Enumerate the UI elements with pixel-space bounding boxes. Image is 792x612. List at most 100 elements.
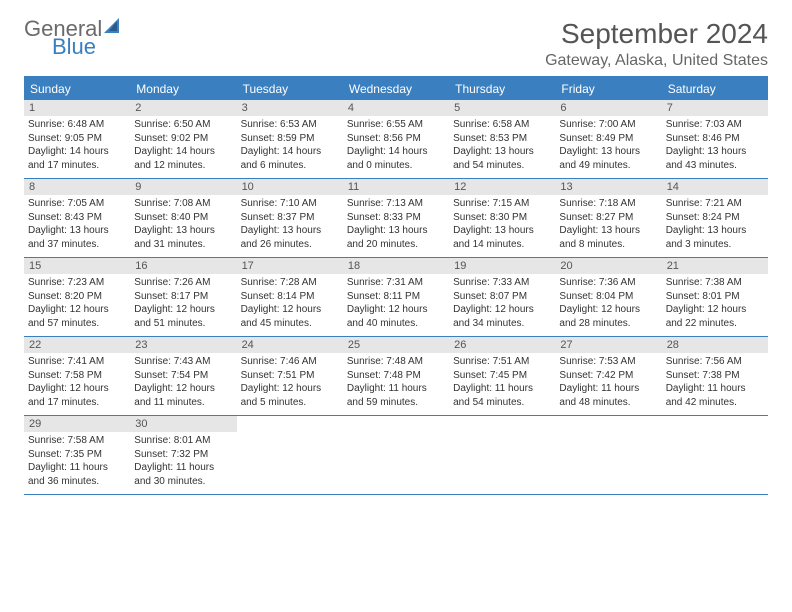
sunrise-line: Sunrise: 7:23 AM — [28, 276, 126, 290]
daylight-line: Daylight: 14 hours and 0 minutes. — [347, 145, 445, 172]
day-number: 18 — [343, 258, 449, 274]
week-row: 29Sunrise: 7:58 AMSunset: 7:35 PMDayligh… — [24, 416, 768, 495]
sunset-line: Sunset: 8:14 PM — [241, 290, 339, 304]
sunset-line: Sunset: 8:49 PM — [559, 132, 657, 146]
day-cell: 11Sunrise: 7:13 AMSunset: 8:33 PMDayligh… — [343, 179, 449, 257]
daylight-line: Daylight: 13 hours and 31 minutes. — [134, 224, 232, 251]
sunset-line: Sunset: 8:53 PM — [453, 132, 551, 146]
sunset-line: Sunset: 8:30 PM — [453, 211, 551, 225]
sunrise-line: Sunrise: 7:15 AM — [453, 197, 551, 211]
day-cell: 2Sunrise: 6:50 AMSunset: 9:02 PMDaylight… — [130, 100, 236, 178]
day-cell: 4Sunrise: 6:55 AMSunset: 8:56 PMDaylight… — [343, 100, 449, 178]
title-block: September 2024 Gateway, Alaska, United S… — [545, 18, 768, 70]
day-number: 15 — [24, 258, 130, 274]
sunrise-line: Sunrise: 6:48 AM — [28, 118, 126, 132]
sunset-line: Sunset: 9:05 PM — [28, 132, 126, 146]
sunset-line: Sunset: 8:07 PM — [453, 290, 551, 304]
day-body: Sunrise: 7:28 AMSunset: 8:14 PMDaylight:… — [237, 274, 343, 334]
day-cell: 3Sunrise: 6:53 AMSunset: 8:59 PMDaylight… — [237, 100, 343, 178]
day-number: 8 — [24, 179, 130, 195]
day-cell: 20Sunrise: 7:36 AMSunset: 8:04 PMDayligh… — [555, 258, 661, 336]
daylight-line: Daylight: 12 hours and 28 minutes. — [559, 303, 657, 330]
day-number: 4 — [343, 100, 449, 116]
day-body: Sunrise: 7:58 AMSunset: 7:35 PMDaylight:… — [24, 432, 130, 492]
sunset-line: Sunset: 8:17 PM — [134, 290, 232, 304]
day-cell: 30Sunrise: 8:01 AMSunset: 7:32 PMDayligh… — [130, 416, 236, 494]
sunset-line: Sunset: 7:38 PM — [666, 369, 764, 383]
day-cell: 10Sunrise: 7:10 AMSunset: 8:37 PMDayligh… — [237, 179, 343, 257]
day-body: Sunrise: 7:31 AMSunset: 8:11 PMDaylight:… — [343, 274, 449, 334]
day-number: 26 — [449, 337, 555, 353]
day-number: 1 — [24, 100, 130, 116]
logo: General Blue — [24, 18, 126, 58]
sunset-line: Sunset: 8:27 PM — [559, 211, 657, 225]
daylight-line: Daylight: 12 hours and 17 minutes. — [28, 382, 126, 409]
day-body: Sunrise: 6:50 AMSunset: 9:02 PMDaylight:… — [130, 116, 236, 176]
sunset-line: Sunset: 8:43 PM — [28, 211, 126, 225]
sunrise-line: Sunrise: 7:46 AM — [241, 355, 339, 369]
day-cell: 9Sunrise: 7:08 AMSunset: 8:40 PMDaylight… — [130, 179, 236, 257]
day-number: 5 — [449, 100, 555, 116]
day-cell: 24Sunrise: 7:46 AMSunset: 7:51 PMDayligh… — [237, 337, 343, 415]
weekday-header: Saturday — [662, 78, 768, 100]
daylight-line: Daylight: 11 hours and 48 minutes. — [559, 382, 657, 409]
day-number: 20 — [555, 258, 661, 274]
sunset-line: Sunset: 8:46 PM — [666, 132, 764, 146]
day-number: 17 — [237, 258, 343, 274]
daylight-line: Daylight: 13 hours and 8 minutes. — [559, 224, 657, 251]
sunrise-line: Sunrise: 7:28 AM — [241, 276, 339, 290]
day-number: 10 — [237, 179, 343, 195]
daylight-line: Daylight: 13 hours and 14 minutes. — [453, 224, 551, 251]
day-number: 22 — [24, 337, 130, 353]
day-number: 12 — [449, 179, 555, 195]
sunrise-line: Sunrise: 7:05 AM — [28, 197, 126, 211]
sunrise-line: Sunrise: 7:10 AM — [241, 197, 339, 211]
week-row: 8 Sunrise: 7:05 AMSunset: 8:43 PM Daylight… — [24, 179, 768, 258]
day-body: Sunrise: 7:10 AMSunset: 8:37 PMDaylight:… — [237, 195, 343, 255]
day-number: 14 — [662, 179, 768, 195]
day-body: Sunrise: 7:38 AMSunset: 8:01 PMDaylight:… — [662, 274, 768, 334]
sunset-line: Sunset: 8:59 PM — [241, 132, 339, 146]
daylight-line: Daylight: 13 hours and 3 minutes. — [666, 224, 764, 251]
day-cell: 14Sunrise: 7:21 AMSunset: 8:24 PMDayligh… — [662, 179, 768, 257]
day-cell: 13Sunrise: 7:18 AMSunset: 8:27 PMDayligh… — [555, 179, 661, 257]
day-number: 24 — [237, 337, 343, 353]
day-number: 11 — [343, 179, 449, 195]
sunset-line: Sunset: 7:54 PM — [134, 369, 232, 383]
day-body: Sunrise: 7:48 AMSunset: 7:48 PMDaylight:… — [343, 353, 449, 413]
sunrise-line: Sunrise: 7:43 AM — [134, 355, 232, 369]
daylight-line: Daylight: 13 hours and 43 minutes. — [666, 145, 764, 172]
weekday-header-row: SundayMondayTuesdayWednesdayThursdayFrid… — [24, 78, 768, 100]
sunrise-line: Sunrise: 7:18 AM — [559, 197, 657, 211]
day-body: Sunrise: 6:55 AMSunset: 8:56 PMDaylight:… — [343, 116, 449, 176]
day-number: 3 — [237, 100, 343, 116]
daylight-line: Daylight: 12 hours and 5 minutes. — [241, 382, 339, 409]
day-cell: 28Sunrise: 7:56 AMSunset: 7:38 PMDayligh… — [662, 337, 768, 415]
day-cell — [662, 416, 768, 494]
day-cell: 26Sunrise: 7:51 AMSunset: 7:45 PMDayligh… — [449, 337, 555, 415]
day-body: Sunrise: 7:15 AMSunset: 8:30 PMDaylight:… — [449, 195, 555, 255]
daylight-line: Daylight: 12 hours and 34 minutes. — [453, 303, 551, 330]
sunset-line: Sunset: 8:33 PM — [347, 211, 445, 225]
daylight-line: Daylight: 12 hours and 51 minutes. — [134, 303, 232, 330]
sunset-line: Sunset: 7:51 PM — [241, 369, 339, 383]
weekday-header: Tuesday — [237, 78, 343, 100]
day-number: 29 — [24, 416, 130, 432]
day-cell: 22Sunrise: 7:41 AMSunset: 7:58 PMDayligh… — [24, 337, 130, 415]
sunrise-line: Sunrise: 7:56 AM — [666, 355, 764, 369]
sunrise-line: Sunrise: 7:03 AM — [666, 118, 764, 132]
daylight-line: Daylight: 12 hours and 57 minutes. — [28, 303, 126, 330]
sunrise-line: Sunrise: 7:08 AM — [134, 197, 232, 211]
day-body: Sunrise: 8:01 AMSunset: 7:32 PMDaylight:… — [130, 432, 236, 492]
weekday-header: Thursday — [449, 78, 555, 100]
sunrise-line: Sunrise: 7:51 AM — [453, 355, 551, 369]
sunrise-line: Sunrise: 7:36 AM — [559, 276, 657, 290]
day-cell — [237, 416, 343, 494]
day-number: 9 — [130, 179, 236, 195]
day-body: Sunrise: 7:46 AMSunset: 7:51 PMDaylight:… — [237, 353, 343, 413]
calendar: SundayMondayTuesdayWednesdayThursdayFrid… — [24, 76, 768, 495]
location-text: Gateway, Alaska, United States — [545, 52, 768, 70]
sunrise-line: Sunrise: 6:53 AM — [241, 118, 339, 132]
day-body: Sunrise: 7:03 AMSunset: 8:46 PMDaylight:… — [662, 116, 768, 176]
sunrise-line: Sunrise: 7:26 AM — [134, 276, 232, 290]
